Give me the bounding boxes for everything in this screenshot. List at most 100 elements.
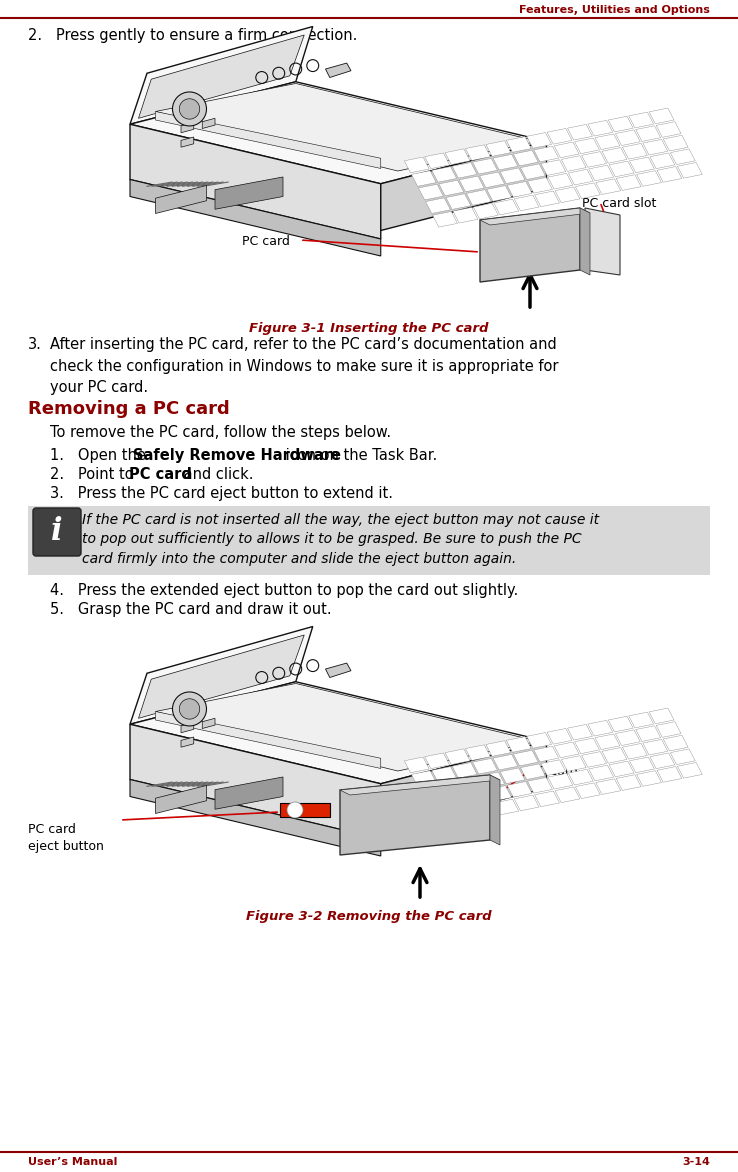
Polygon shape (548, 774, 573, 789)
Polygon shape (514, 150, 538, 166)
Text: If the PC card is not inserted all the way, the eject button may not cause it
to: If the PC card is not inserted all the w… (82, 513, 599, 566)
Polygon shape (139, 635, 304, 718)
Polygon shape (595, 134, 620, 150)
Polygon shape (568, 769, 593, 785)
Polygon shape (445, 149, 470, 164)
Polygon shape (446, 793, 471, 810)
Polygon shape (507, 782, 532, 797)
Text: PC card: PC card (129, 466, 192, 482)
Text: 4.   Press the extended eject button to pop the card out slightly.: 4. Press the extended eject button to po… (50, 582, 518, 598)
Polygon shape (534, 191, 559, 206)
Polygon shape (202, 718, 215, 729)
Text: After inserting the PC card, refer to the PC card’s documentation and
check the : After inserting the PC card, refer to th… (50, 338, 559, 395)
Polygon shape (426, 798, 450, 813)
Polygon shape (418, 184, 444, 200)
Polygon shape (325, 663, 351, 677)
Polygon shape (487, 185, 511, 202)
Polygon shape (555, 188, 580, 203)
Polygon shape (657, 766, 682, 782)
Polygon shape (452, 763, 477, 778)
Polygon shape (411, 771, 436, 786)
Polygon shape (130, 627, 313, 724)
Text: Features, Utilities and Options: Features, Utilities and Options (519, 5, 710, 15)
Polygon shape (528, 777, 553, 793)
Polygon shape (568, 724, 593, 740)
Text: 2.   Point to: 2. Point to (50, 466, 138, 482)
Polygon shape (130, 724, 381, 839)
Polygon shape (202, 118, 215, 129)
Text: 5.   Grasp the PC card and draw it out.: 5. Grasp the PC card and draw it out. (50, 602, 331, 616)
Polygon shape (677, 763, 703, 778)
Polygon shape (643, 139, 668, 155)
Polygon shape (615, 130, 641, 145)
Circle shape (287, 802, 303, 818)
Text: i: i (51, 517, 63, 547)
Polygon shape (609, 761, 634, 777)
Polygon shape (130, 124, 381, 239)
Polygon shape (527, 132, 551, 148)
Polygon shape (459, 776, 484, 792)
Polygon shape (629, 113, 654, 128)
Polygon shape (500, 168, 525, 184)
Polygon shape (130, 179, 381, 255)
Polygon shape (534, 791, 559, 806)
Text: Safely Remove Hardware: Safely Remove Hardware (133, 448, 341, 463)
Polygon shape (506, 137, 531, 152)
Polygon shape (426, 198, 450, 213)
Polygon shape (130, 682, 547, 784)
Polygon shape (656, 122, 681, 137)
Text: 2.   Press gently to ensure a firm connection.: 2. Press gently to ensure a firm connect… (28, 28, 357, 43)
Text: Figure 3-1 Inserting the PC card: Figure 3-1 Inserting the PC card (249, 322, 489, 335)
Polygon shape (663, 735, 688, 751)
Bar (280, 803, 330, 817)
Polygon shape (139, 35, 304, 118)
Polygon shape (500, 768, 525, 784)
Polygon shape (656, 722, 681, 737)
Text: icon on the Task Bar.: icon on the Task Bar. (281, 448, 437, 463)
Polygon shape (130, 779, 381, 856)
Polygon shape (602, 148, 627, 163)
Polygon shape (568, 169, 593, 185)
Polygon shape (340, 775, 490, 856)
Polygon shape (215, 777, 283, 809)
Polygon shape (424, 752, 449, 769)
Polygon shape (555, 786, 580, 803)
Polygon shape (340, 775, 500, 795)
Polygon shape (630, 757, 655, 772)
Polygon shape (381, 741, 547, 831)
Polygon shape (534, 747, 559, 762)
Polygon shape (527, 732, 551, 748)
Polygon shape (480, 207, 580, 282)
Polygon shape (404, 157, 430, 172)
Polygon shape (541, 759, 566, 776)
Polygon shape (490, 775, 500, 845)
Polygon shape (649, 108, 674, 124)
Text: PC card
eject button: PC card eject button (28, 823, 104, 853)
Polygon shape (582, 751, 607, 768)
Polygon shape (635, 125, 661, 142)
Polygon shape (181, 723, 194, 732)
Polygon shape (616, 175, 641, 190)
Text: Removing a PC card: Removing a PC card (28, 400, 230, 418)
Text: PC card slot: PC card slot (582, 197, 656, 210)
Polygon shape (156, 785, 207, 813)
Polygon shape (582, 151, 607, 168)
Polygon shape (156, 185, 207, 213)
Polygon shape (432, 211, 458, 227)
Polygon shape (466, 145, 490, 161)
Polygon shape (493, 155, 518, 170)
Polygon shape (514, 750, 538, 765)
Polygon shape (547, 729, 572, 744)
Polygon shape (487, 785, 511, 802)
Polygon shape (325, 63, 351, 77)
Polygon shape (615, 730, 641, 745)
Polygon shape (670, 149, 695, 164)
Text: 3.: 3. (28, 338, 42, 352)
Polygon shape (635, 725, 661, 742)
Polygon shape (473, 203, 498, 219)
Polygon shape (622, 143, 647, 159)
Polygon shape (181, 137, 194, 148)
Polygon shape (616, 775, 641, 790)
Polygon shape (486, 741, 511, 756)
Polygon shape (575, 138, 599, 154)
